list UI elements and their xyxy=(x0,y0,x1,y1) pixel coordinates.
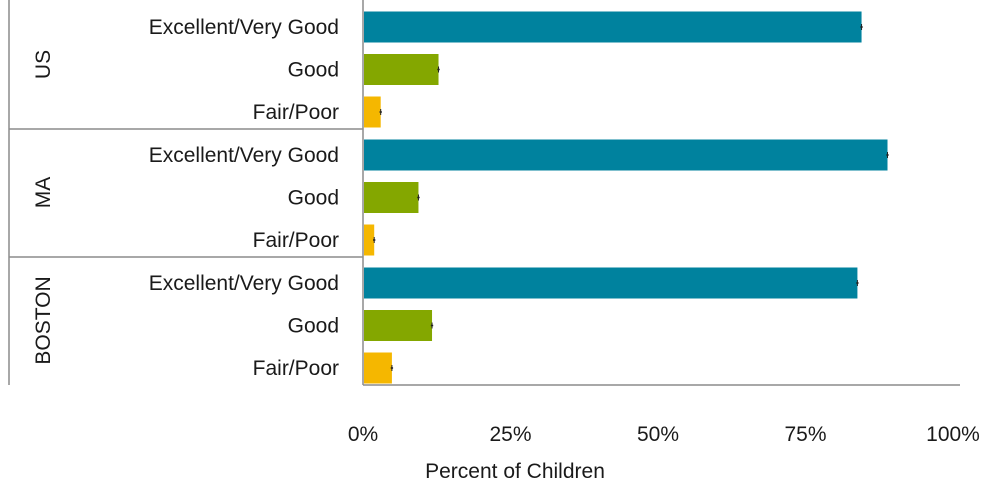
category-label: Good xyxy=(288,315,339,338)
bar xyxy=(364,139,888,171)
x-tick-label: 25% xyxy=(489,423,531,446)
group-dividers xyxy=(9,128,363,258)
bar xyxy=(364,310,433,341)
category-label: Excellent/Very Good xyxy=(149,16,339,39)
x-tick-label: 75% xyxy=(784,423,826,446)
bar xyxy=(364,11,862,43)
bar xyxy=(364,267,858,299)
x-tick-label: 100% xyxy=(926,423,980,446)
bar xyxy=(364,224,375,256)
category-label: Fair/Poor xyxy=(253,357,339,380)
category-label: Fair/Poor xyxy=(253,101,339,124)
category-labels: Excellent/Very Good Good Fair/Poor Excellen… xyxy=(149,16,339,380)
group-label: BOSTON xyxy=(32,276,55,364)
bar xyxy=(364,96,381,128)
x-tick-label: 50% xyxy=(637,423,679,446)
bar xyxy=(364,352,392,384)
category-label: Excellent/Very Good xyxy=(149,144,339,167)
bar xyxy=(364,182,419,213)
category-label: Fair/Poor xyxy=(253,229,339,252)
bar xyxy=(364,54,439,85)
category-label: Good xyxy=(288,187,339,210)
bars xyxy=(364,11,889,384)
category-label: Excellent/Very Good xyxy=(149,272,339,295)
x-tick-labels: 0% 25% 50% 75% 100% xyxy=(348,423,980,446)
group-labels: US MA BOSTON xyxy=(32,50,55,365)
group-label: US xyxy=(32,50,55,79)
category-label: Good xyxy=(288,59,339,82)
x-tick-label: 0% xyxy=(348,423,378,446)
group-label: MA xyxy=(32,177,55,209)
x-axis-title: Percent of Children xyxy=(425,460,605,483)
axes xyxy=(8,0,960,386)
